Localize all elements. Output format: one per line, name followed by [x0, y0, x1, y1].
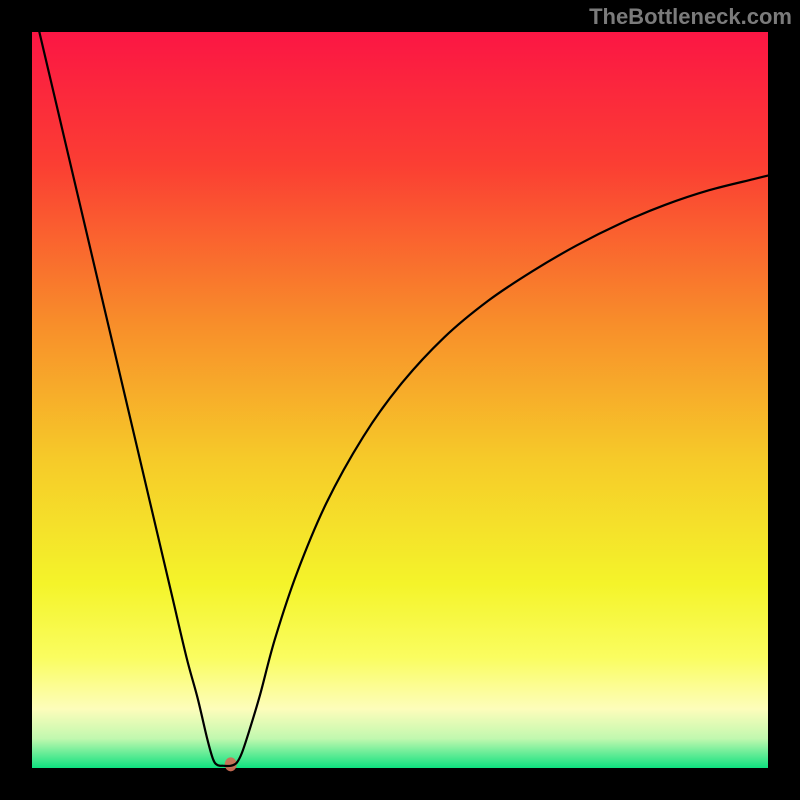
bottleneck-chart [0, 0, 800, 800]
chart-stage: TheBottleneck.com [0, 0, 800, 800]
plot-background [32, 32, 768, 768]
watermark-text: TheBottleneck.com [589, 4, 792, 30]
